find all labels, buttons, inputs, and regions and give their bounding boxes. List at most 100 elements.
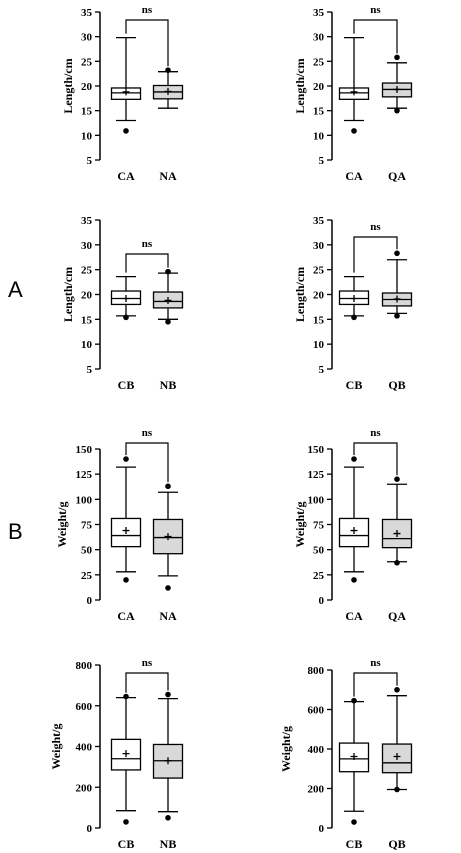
y-tick-label: 200 [308,784,325,796]
significance-bracket [125,672,169,693]
category-label: QB [388,837,405,851]
category-label: CA [117,609,135,623]
category-label: CB [118,378,135,392]
category-label: NA [159,609,177,623]
y-tick-label: 15 [81,314,93,326]
mean-marker [122,527,130,535]
panel-label-a: A [8,277,23,302]
significance-bracket [353,442,398,476]
significance-bracket [353,19,398,54]
chart-grid: 5 10 15 20 25 30 35 Length/cm CA NA ns 5 10 15 20 25 30 3… [49,4,413,851]
outlier-point [165,815,171,821]
y-tick-label: 25 [81,265,93,277]
outlier-point [165,691,171,698]
significance-label: ns [142,238,153,250]
y-axis-label: Length/cm [293,58,307,113]
y-tick-label: 15 [313,314,325,326]
category-label: QA [388,169,406,183]
y-axis-label: Weight/g [55,501,69,547]
y-tick-label: 25 [81,56,93,68]
y-tick-label: 75 [313,520,325,532]
y-tick-label: 15 [81,106,93,118]
y-tick-label: 75 [81,520,93,532]
y-tick-label: 35 [81,215,93,227]
outlier-point [394,107,400,114]
significance-bracket [125,253,169,273]
outlier-point [123,577,129,583]
mean-marker [164,87,172,95]
mean-marker [350,294,358,302]
y-tick-label: 5 [319,364,325,376]
mean-marker [350,527,358,535]
chart-8: 0 200 400 600 800 Weight/g CB QB ns [279,657,413,851]
box-ca: CA [338,456,370,623]
box-qa: QA [381,476,413,623]
outlier-point [394,313,400,319]
category-label: CA [345,169,363,183]
y-tick-label: 400 [308,744,325,756]
category-label: NB [160,837,177,851]
significance-label: ns [370,657,381,669]
box-ca: CA [110,37,142,183]
chart-3: 5 10 15 20 25 30 35 Length/cm CB NB ns [61,215,184,392]
y-axis-label: Weight/g [293,501,307,547]
y-tick-label: 35 [81,7,93,19]
significance-label: ns [142,657,153,669]
mean-marker [393,295,401,303]
y-tick-label: 30 [313,240,325,252]
mean-marker [122,294,130,302]
box-cb: CB [110,275,142,392]
y-tick-label: 150 [76,444,93,456]
outlier-point [123,693,129,700]
chart-5: 0 25 50 75 100 125 150 Weight/g CA NA ns [55,427,184,623]
y-tick-label: 20 [81,81,93,93]
chart-1: 5 10 15 20 25 30 35 Length/cm CA NA ns [61,4,184,183]
box-ca: CA [338,37,370,183]
outlier-point [123,819,129,825]
y-tick-label: 50 [81,545,93,557]
y-tick-label: 0 [319,823,325,835]
y-tick-label: 25 [313,56,325,68]
y-tick-label: 100 [308,494,325,506]
category-label: CA [117,169,135,183]
box-ca: CA [110,456,142,623]
y-tick-label: 150 [308,444,325,456]
category-label: QB [388,378,405,392]
outlier-point [165,483,171,490]
chart-2: 5 10 15 20 25 30 35 Length/cm CA QA ns [293,4,413,183]
box-nb: NB [152,691,184,851]
chart-7: 0 200 400 600 800 Weight/g CB NB ns [49,657,184,851]
y-tick-label: 35 [313,215,325,227]
y-tick-label: 800 [308,665,325,677]
outlier-point [351,456,357,462]
outlier-point [351,128,357,134]
outlier-point [351,314,357,321]
y-tick-label: 10 [313,130,325,142]
significance-bracket [353,236,398,273]
y-tick-label: 0 [87,595,93,607]
y-tick-label: 125 [76,469,93,481]
significance-label: ns [370,221,381,233]
category-label: QA [388,609,406,623]
category-label: CB [346,837,363,851]
box-cb: CB [338,275,370,392]
outlier-point [394,54,400,61]
y-tick-label: 10 [81,339,93,351]
y-axis-label: Weight/g [279,726,293,772]
significance-label: ns [142,427,153,439]
box-nb: NB [152,268,184,392]
category-label: CB [346,378,363,392]
outlier-point [394,786,400,793]
y-tick-label: 15 [313,106,325,118]
mean-marker [350,753,358,761]
y-tick-label: 5 [87,155,93,167]
mean-marker [122,88,130,96]
y-tick-label: 100 [76,494,93,506]
y-tick-label: 0 [87,823,93,835]
box-qb: QB [381,250,413,392]
y-tick-label: 200 [76,782,93,794]
outlier-point [165,67,171,74]
significance-bracket [125,19,169,67]
y-tick-label: 10 [81,130,93,142]
